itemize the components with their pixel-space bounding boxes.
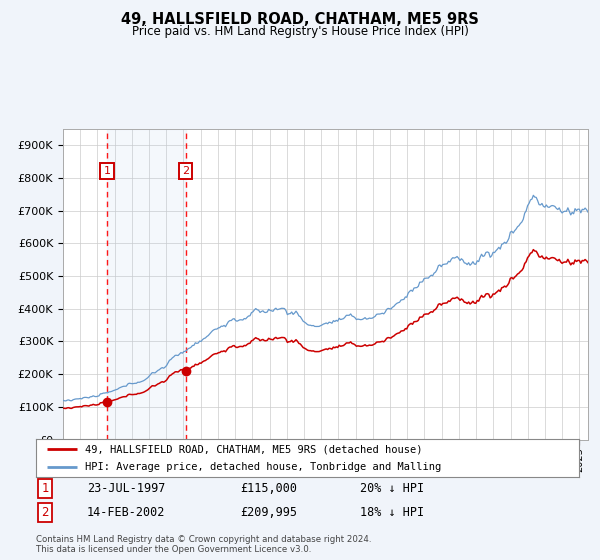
Text: 14-FEB-2002: 14-FEB-2002 xyxy=(87,506,166,519)
Text: Price paid vs. HM Land Registry's House Price Index (HPI): Price paid vs. HM Land Registry's House … xyxy=(131,25,469,38)
Text: 1: 1 xyxy=(41,482,49,495)
Text: 1: 1 xyxy=(103,166,110,176)
Text: 2: 2 xyxy=(182,166,189,176)
Text: £115,000: £115,000 xyxy=(240,482,297,495)
Text: 18% ↓ HPI: 18% ↓ HPI xyxy=(360,506,424,519)
Text: 20% ↓ HPI: 20% ↓ HPI xyxy=(360,482,424,495)
Bar xyxy=(107,129,185,440)
Text: Contains HM Land Registry data © Crown copyright and database right 2024.
This d: Contains HM Land Registry data © Crown c… xyxy=(36,535,371,554)
Text: HPI: Average price, detached house, Tonbridge and Malling: HPI: Average price, detached house, Tonb… xyxy=(85,462,441,472)
Text: 2: 2 xyxy=(41,506,49,519)
Text: 23-JUL-1997: 23-JUL-1997 xyxy=(87,482,166,495)
Text: 49, HALLSFIELD ROAD, CHATHAM, ME5 9RS (detached house): 49, HALLSFIELD ROAD, CHATHAM, ME5 9RS (d… xyxy=(85,444,422,454)
Text: £209,995: £209,995 xyxy=(240,506,297,519)
Text: 49, HALLSFIELD ROAD, CHATHAM, ME5 9RS: 49, HALLSFIELD ROAD, CHATHAM, ME5 9RS xyxy=(121,12,479,27)
